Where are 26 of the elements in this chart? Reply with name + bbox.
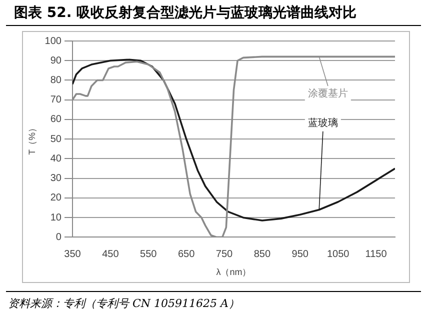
y-tick-label: 60 xyxy=(50,114,62,126)
y-tick-label: 30 xyxy=(50,173,62,184)
y-tick-label: 50 xyxy=(50,134,62,145)
x-tick-label: 1150 xyxy=(365,248,388,260)
x-tick-label: 1050 xyxy=(326,248,350,260)
y-tick-label: 100 xyxy=(44,36,62,47)
x-tick-label: 950 xyxy=(292,248,309,260)
y-tick-label: 90 xyxy=(50,55,62,66)
text: 涂覆基片 xyxy=(308,88,348,100)
x-tick-label: 450 xyxy=(102,248,120,260)
chart-title: 图表 52. 吸收反射复合型滤光片与蓝玻璃光谱曲线对比 xyxy=(6,0,421,26)
y-tick-label: 10 xyxy=(50,212,62,224)
text: 资料来源：专利（专利号 CN 105911625 A） xyxy=(6,291,421,315)
y-tick-label: 40 xyxy=(50,153,62,164)
x-tick-label: 650 xyxy=(178,248,196,260)
x-tick-label: 850 xyxy=(254,248,271,260)
y-tick-label: 0 xyxy=(56,232,62,243)
y-tick-label: 70 xyxy=(50,94,62,106)
text: 蓝玻璃 xyxy=(308,117,338,129)
x-axis-title: λ（nm） xyxy=(216,267,252,278)
y-tick-label: 20 xyxy=(50,192,62,204)
y-tick-label: 80 xyxy=(50,74,62,86)
x-tick-label: 750 xyxy=(216,248,234,260)
x-tick-label: 350 xyxy=(64,248,82,260)
x-tick-label: 550 xyxy=(140,248,158,260)
y-axis-title: T（%） xyxy=(26,123,37,155)
